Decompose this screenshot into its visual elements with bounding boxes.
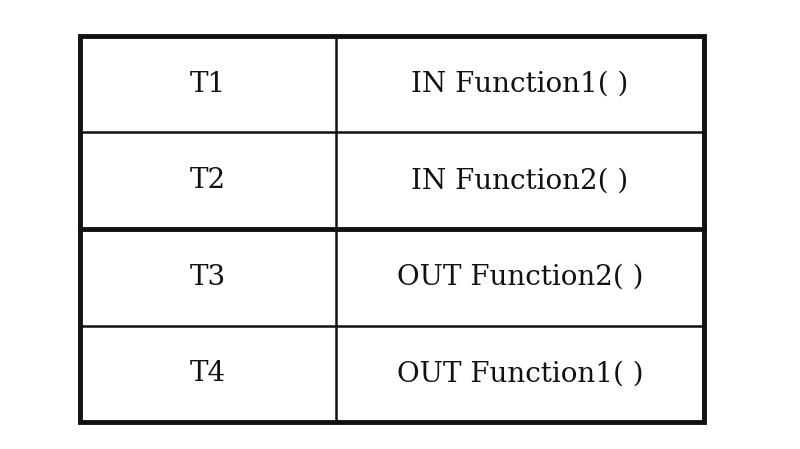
Bar [80,36,704,422]
Text: IN Function2( ): IN Function2( ) [411,167,629,194]
Text: OUT Function1( ): OUT Function1( ) [397,360,643,387]
Text: T1: T1 [190,70,226,98]
Text: T2: T2 [190,167,226,194]
Text: T4: T4 [190,360,226,387]
Text: IN Function1( ): IN Function1( ) [411,70,629,98]
Text: OUT Function2( ): OUT Function2( ) [397,264,643,291]
Text: T3: T3 [190,264,226,291]
